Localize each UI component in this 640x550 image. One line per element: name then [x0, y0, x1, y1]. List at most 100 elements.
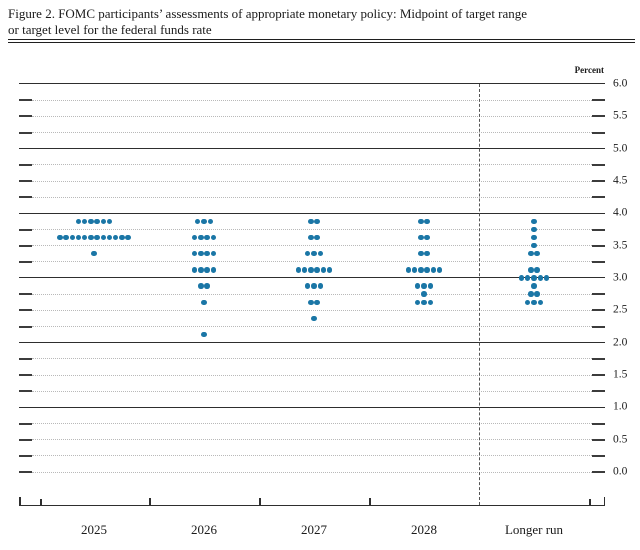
participant-dot — [106, 234, 113, 241]
participant-dot — [317, 283, 323, 289]
participant-dot — [531, 242, 537, 249]
participant-dot — [317, 251, 323, 257]
participant-dot — [528, 267, 534, 273]
gridline-minor — [32, 132, 592, 133]
figure-title: Figure 2. FOMC participants’ assessments… — [8, 6, 632, 38]
participant-dot — [421, 283, 427, 289]
participant-dot — [314, 234, 320, 241]
y-tick-left — [19, 325, 32, 328]
participant-dot — [308, 267, 314, 273]
gridline-minor — [32, 196, 592, 198]
y-tick-right — [592, 228, 605, 231]
gridline-minor — [32, 423, 592, 424]
participant-dot — [528, 251, 534, 257]
participant-dot — [82, 218, 88, 225]
participant-dot — [308, 299, 314, 305]
y-tick-left — [19, 309, 32, 312]
y-tick-left — [19, 471, 32, 473]
y-tick-right — [592, 244, 605, 247]
gridline-major — [19, 406, 605, 408]
x-axis-category-label: 2028 — [411, 522, 437, 537]
x-axis-inner-tick — [589, 499, 591, 505]
participant-dot — [201, 218, 207, 225]
y-tick-left — [19, 196, 32, 199]
y-tick-left — [19, 374, 32, 376]
participant-dot — [94, 218, 100, 225]
participant-dot — [192, 267, 198, 273]
participant-dot — [314, 218, 320, 225]
participant-dot — [320, 267, 326, 273]
participant-dot — [421, 299, 427, 305]
y-tick-left — [19, 357, 32, 360]
participant-dot — [518, 275, 525, 281]
participant-dot — [302, 267, 308, 273]
participant-dot — [113, 234, 119, 241]
participant-dot — [305, 283, 311, 289]
participant-dot — [314, 299, 320, 305]
participant-dot — [430, 267, 436, 273]
participant-dot — [198, 267, 204, 273]
x-axis-column-tick — [259, 498, 261, 505]
participant-dot — [531, 275, 537, 281]
gridline-major — [19, 277, 605, 279]
gridline-minor — [32, 309, 592, 311]
gridline-major — [19, 341, 605, 343]
participant-dot — [424, 251, 430, 257]
y-tick-left — [19, 438, 32, 441]
participant-dot — [531, 226, 537, 233]
participant-dot — [326, 267, 333, 273]
participant-dot — [57, 234, 63, 241]
participant-dot — [534, 291, 540, 297]
participant-dot — [305, 251, 311, 257]
participant-dot — [314, 267, 320, 273]
participant-dot — [100, 234, 106, 241]
gridline-minor — [32, 229, 592, 230]
participant-dot — [418, 218, 424, 225]
participant-dot — [412, 267, 418, 273]
participant-dot — [192, 251, 198, 257]
y-axis-tick-label: 6.0 — [613, 77, 628, 90]
participant-dot — [525, 299, 531, 305]
gridline-minor — [32, 115, 592, 117]
gridline-minor — [32, 358, 592, 360]
gridline-minor — [32, 326, 592, 327]
participant-dot — [195, 218, 201, 225]
y-axis-tick-label: 2.0 — [613, 336, 628, 349]
participant-dot — [119, 234, 125, 241]
x-axis-column-tick — [369, 498, 371, 505]
participant-dot — [424, 234, 430, 241]
gridline-minor — [32, 245, 592, 247]
y-axis-tick-label: 1.5 — [613, 368, 628, 381]
title-double-rule — [8, 39, 635, 43]
participant-dot — [204, 251, 210, 257]
participant-dot — [69, 234, 75, 241]
participant-dot — [88, 234, 94, 241]
y-tick-right — [592, 99, 605, 102]
participant-dot — [63, 234, 69, 241]
y-axis-tick-label: 4.0 — [613, 206, 628, 219]
participant-dot — [210, 251, 216, 257]
participant-dot — [534, 267, 540, 273]
participant-dot — [201, 299, 207, 305]
participant-dot — [415, 283, 421, 289]
participant-dot — [91, 251, 97, 257]
participant-dot — [94, 234, 100, 241]
y-tick-left — [19, 260, 32, 263]
participant-dot — [295, 267, 302, 273]
y-tick-left — [19, 180, 32, 182]
participant-dot — [88, 218, 94, 225]
gridline-minor — [32, 374, 592, 376]
participant-dot — [531, 234, 537, 241]
participant-dot — [531, 218, 537, 225]
participant-dot — [418, 251, 424, 257]
y-axis-tick-label: 4.5 — [613, 174, 628, 187]
y-tick-left — [19, 163, 32, 166]
y-tick-right — [592, 309, 605, 312]
y-axis-tick-label: 3.0 — [613, 271, 628, 284]
participant-dot — [415, 299, 421, 305]
y-tick-right — [592, 422, 605, 425]
participant-dot — [308, 234, 314, 241]
gridline-major — [19, 147, 605, 149]
y-axis-unit-label: Percent — [574, 65, 604, 75]
